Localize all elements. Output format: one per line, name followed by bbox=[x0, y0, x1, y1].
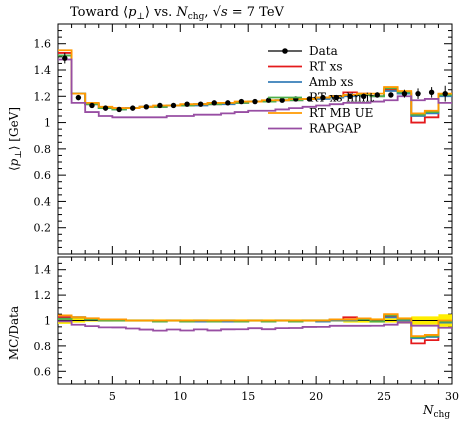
data-point-28 bbox=[428, 89, 435, 96]
data-point-5 bbox=[116, 106, 122, 113]
main-plot-y-tick-label-1-6: 1.6 bbox=[34, 38, 52, 51]
main-plot-frame bbox=[57, 23, 453, 255]
x-axis-title: Nchg bbox=[422, 403, 450, 420]
legend-marker-data bbox=[282, 48, 288, 54]
data-point-3 bbox=[89, 102, 95, 109]
ratio-plot-x-tick-label-20: 20 bbox=[309, 390, 323, 403]
data-point-24 bbox=[374, 92, 380, 98]
data-point-4 bbox=[102, 105, 109, 111]
data-point-6 bbox=[130, 105, 136, 111]
ratio-plot-y-tick-label-1-4: 1.4 bbox=[34, 264, 52, 277]
legend-item-rapgap: RAPGAP bbox=[268, 122, 361, 136]
x-axis-title-main: N bbox=[422, 403, 434, 417]
ratio-series-line-rapgap bbox=[58, 320, 452, 332]
y-axis-main-p: p bbox=[7, 158, 21, 166]
chart-title-s: s bbox=[221, 5, 228, 20]
main-plot-y-tick-label-1: 1 bbox=[44, 117, 51, 130]
data-point-17 bbox=[279, 97, 285, 103]
data-point-12 bbox=[211, 100, 217, 106]
data-point-1 bbox=[62, 55, 68, 61]
ratio-plot-x-tick-label-10: 10 bbox=[173, 390, 187, 403]
y-axis-main-sub: ⊥ bbox=[14, 150, 24, 158]
chart-title-prefix: Toward ⟨ bbox=[70, 5, 128, 20]
data-point-27 bbox=[415, 90, 421, 97]
data-point-25 bbox=[388, 92, 394, 98]
ratio-plot-x-tick-label-5: 5 bbox=[109, 390, 116, 403]
legend-item-data: Data bbox=[268, 44, 338, 58]
ratio-plot-y-tick-label-1-2: 1.2 bbox=[34, 289, 52, 302]
series-line-rt-mb-ue bbox=[58, 49, 452, 115]
chart-title-comma: , bbox=[204, 5, 212, 20]
ratio-plot-y-tick-label-0-8: 0.8 bbox=[34, 340, 52, 353]
data-point-10 bbox=[184, 101, 190, 107]
y-axis-ratio-title-text: MC/Data bbox=[7, 306, 21, 360]
ratio-plot-y-tick-label-1: 1 bbox=[44, 315, 51, 328]
legend-item-rt-xs-limit: RT xs limit bbox=[268, 91, 374, 105]
main-plot-y-tick-label-1-4: 1.4 bbox=[34, 64, 52, 77]
legend-label-rapgap: RAPGAP bbox=[309, 122, 361, 136]
legend-label-rt-mb-ue: RT MB UE bbox=[309, 106, 373, 120]
data-point-13 bbox=[225, 100, 231, 106]
ratio-series-line-rt-mb-ue bbox=[58, 313, 452, 338]
legend-label-rt-xs: RT xs bbox=[309, 60, 343, 74]
chart-title: Toward ⟨p⊥⟩ vs. Nchg, √s = 7 TeV bbox=[70, 5, 285, 22]
ratio-plot-y-tick-label-0-6: 0.6 bbox=[34, 365, 52, 378]
chart-title-n: N bbox=[175, 5, 188, 20]
series-line-rapgap bbox=[58, 58, 452, 119]
main-plot-y-tick-label-0-6: 0.6 bbox=[34, 169, 52, 182]
main-plot-y-tick-label-0-4: 0.4 bbox=[34, 195, 52, 208]
chart-title-n-sub: chg bbox=[188, 12, 205, 22]
series-line-amb-xs bbox=[58, 54, 452, 117]
y-axis-ratio-title: MC/Data bbox=[7, 306, 21, 360]
data-point-15 bbox=[252, 98, 258, 105]
ratio-plot-x-tick-label-30: 30 bbox=[445, 390, 459, 403]
chart-title-after-p: ⟩ vs. bbox=[145, 5, 176, 20]
legend-label-rt-xs-limit: RT xs limit bbox=[309, 91, 374, 105]
main-plot-y-tick-label-1-2: 1.2 bbox=[34, 90, 52, 103]
ratio-plot: 5 10 15 20 25 30 0.6 0.8 1 1.2 1.4 bbox=[34, 256, 459, 403]
data-point-19 bbox=[306, 96, 313, 102]
series-line-rt-xs-limit bbox=[58, 54, 452, 116]
data-point-14 bbox=[238, 98, 245, 105]
chart-title-p: p bbox=[128, 5, 137, 20]
y-axis-main-title: ⟨p⊥⟩ [GeV] bbox=[7, 107, 24, 171]
y-axis-main-prefix: ⟨ bbox=[7, 166, 21, 171]
data-point-21 bbox=[333, 94, 340, 101]
data-point-26 bbox=[401, 90, 408, 97]
legend-item-rt-mb-ue: RT MB UE bbox=[268, 106, 373, 120]
legend-item-amb-xs: Amb xs bbox=[268, 75, 353, 89]
chart-title-sqrt: √ bbox=[213, 5, 222, 20]
legend-item-rt-xs: RT xs bbox=[268, 60, 343, 74]
ratio-plot-x-tick-label-15: 15 bbox=[241, 390, 255, 403]
x-axis-title-text: Nchg bbox=[422, 403, 450, 420]
data-point-11 bbox=[197, 101, 204, 107]
data-point-2 bbox=[75, 94, 82, 101]
legend-label-data: Data bbox=[309, 44, 338, 58]
chart-title-energy: = 7 TeV bbox=[228, 5, 285, 20]
main-plot-y-tick-label-0-8: 0.8 bbox=[34, 143, 52, 156]
data-point-7 bbox=[143, 104, 150, 110]
x-axis-title-sub: chg bbox=[434, 410, 451, 420]
data-point-23 bbox=[360, 93, 367, 99]
main-plot: 0.2 0.4 0.6 0.8 1 1.2 1.4 1.6 bbox=[34, 23, 453, 255]
data-point-8 bbox=[157, 102, 163, 109]
data-point-20 bbox=[320, 94, 326, 101]
chart-title-p-sub: ⊥ bbox=[136, 12, 144, 22]
ratio-plot-x-tick-label-25: 25 bbox=[377, 390, 391, 403]
data-point-29 bbox=[442, 90, 448, 97]
main-plot-y-tick-label-0-2: 0.2 bbox=[34, 222, 52, 235]
data-point-16 bbox=[265, 97, 272, 103]
data-point-9 bbox=[170, 102, 177, 109]
y-axis-main-suffix: ⟩ [GeV] bbox=[7, 107, 21, 150]
legend-label-amb-xs: Amb xs bbox=[308, 75, 353, 89]
chart-title-text: Toward ⟨p⊥⟩ vs. Nchg, √s = 7 TeV bbox=[70, 5, 285, 22]
data-point-22 bbox=[347, 93, 353, 99]
y-axis-main-title-text: ⟨p⊥⟩ [GeV] bbox=[7, 107, 24, 171]
